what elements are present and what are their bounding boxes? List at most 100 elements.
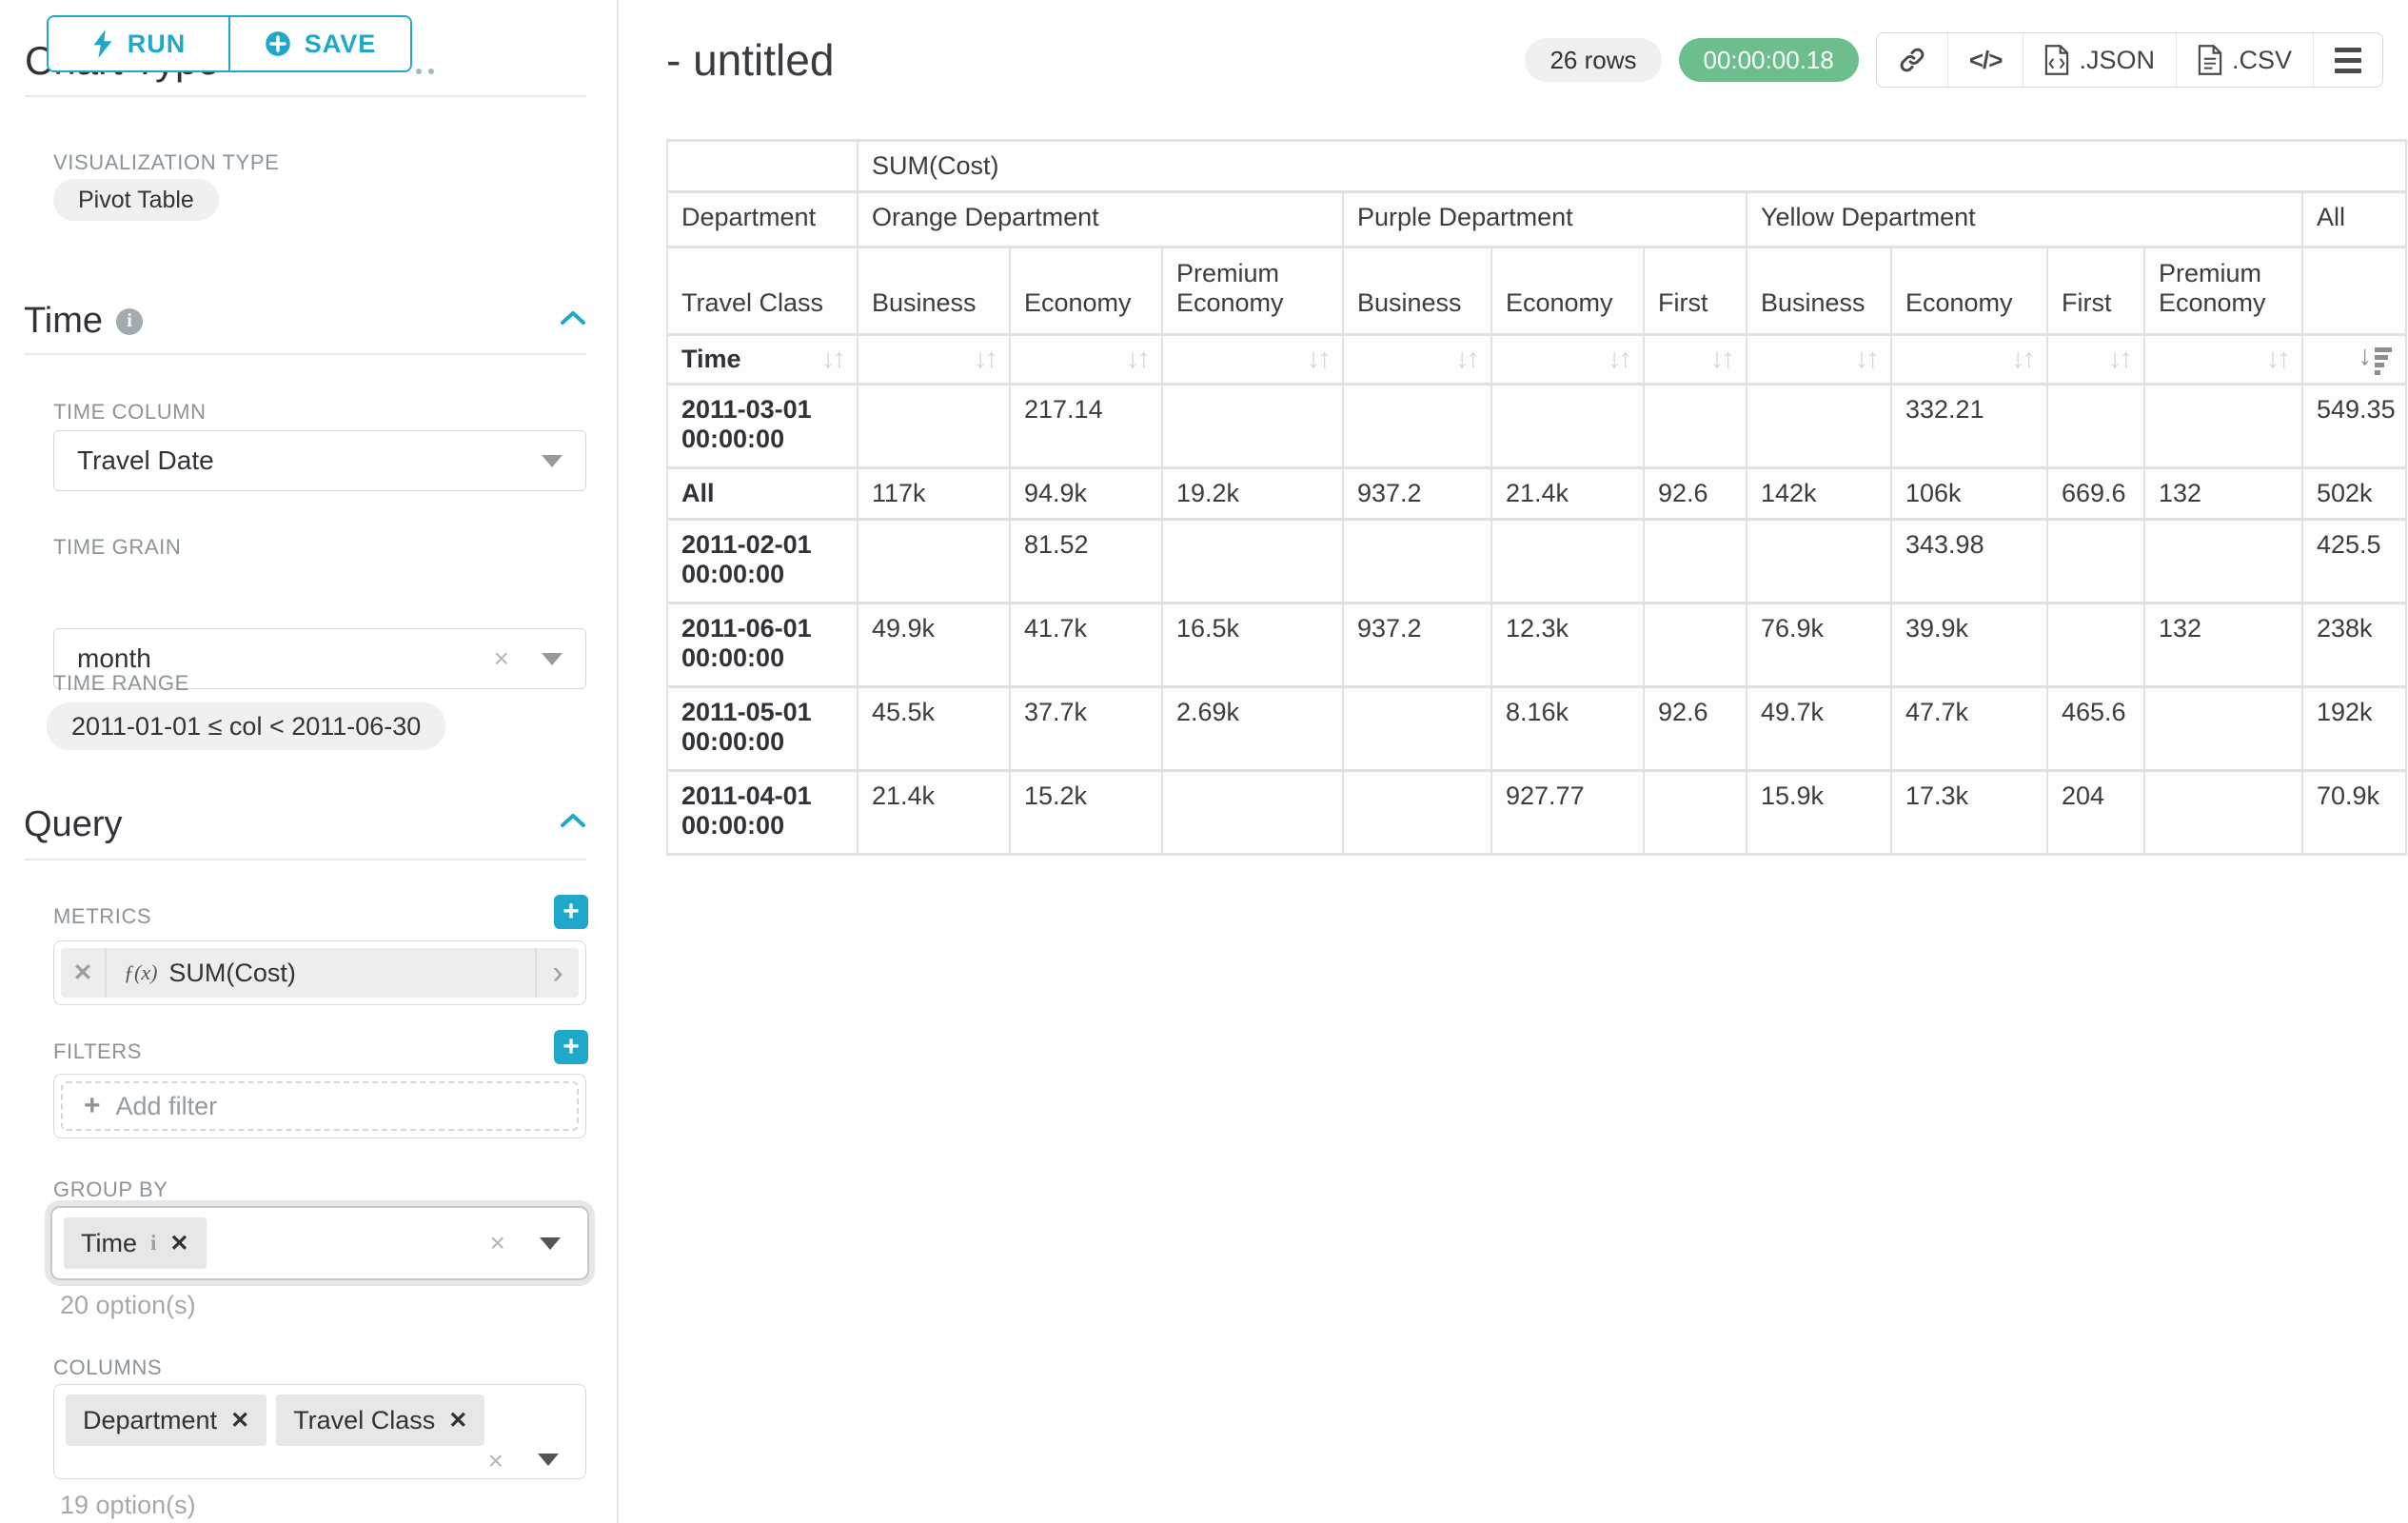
sort-icon[interactable]: ↓↑ <box>2108 344 2133 374</box>
metric-chip[interactable]: ✕ ƒ(x) SUM(Cost) › <box>61 948 579 998</box>
sort-header-cell[interactable]: ↓↑ <box>1009 333 1163 386</box>
sort-header-cell[interactable]: ↓↑ <box>1342 333 1492 386</box>
value-cell: 425.5 <box>2300 518 2408 604</box>
download-json-button[interactable]: .JSON <box>2023 33 2176 87</box>
clear-icon[interactable]: × <box>487 1446 503 1475</box>
columns-label: COLUMNS <box>53 1355 163 1379</box>
sort-icon[interactable]: ↓↑ <box>1126 344 1151 374</box>
caret-down-icon[interactable] <box>540 1236 561 1250</box>
time-grain-select[interactable]: month × <box>53 628 586 689</box>
run-button[interactable]: RUN <box>49 17 228 70</box>
value-cell <box>2143 383 2303 469</box>
sort-desc-icon[interactable]: ↓ <box>2359 342 2393 375</box>
save-button[interactable]: SAVE <box>228 17 410 70</box>
value-cell <box>1643 602 1747 688</box>
sort-icon[interactable]: ↓↑ <box>2011 344 2036 374</box>
sort-header-cell[interactable]: ↓↑ <box>2046 333 2145 386</box>
add-filter-plus-button[interactable]: + <box>554 1030 588 1064</box>
sort-icon[interactable]: ↓↑ <box>1307 344 1332 374</box>
remove-metric-icon[interactable]: ✕ <box>61 948 107 998</box>
sub-column-header: Economy <box>1009 246 1163 336</box>
time-section-header: Time i <box>24 301 144 342</box>
collapse-chevron-icon[interactable] <box>560 811 585 836</box>
value-cell <box>1342 383 1492 469</box>
value-cell: 238k <box>2300 602 2408 688</box>
table-row: All 117k 94.9k 19.2k 937.2 21.4k 92.6 142k 106k 6… <box>666 466 2408 521</box>
table-row: 2011-03-01 00:00:00 217.14 332.21 549.35 <box>666 383 2408 469</box>
value-cell: 502k <box>2300 466 2408 521</box>
columns-chip-travel-class[interactable]: Travel Class ✕ <box>276 1394 485 1446</box>
value-cell: 94.9k <box>1009 466 1163 521</box>
query-section-title: Query <box>24 804 123 844</box>
metric-expand-icon[interactable]: › <box>535 948 579 998</box>
sub-column-header: Business <box>1746 246 1892 336</box>
sort-header-cell[interactable]: ↓↑ <box>2143 333 2303 386</box>
chart-title[interactable]: - untitled <box>666 35 835 85</box>
sort-header-cell[interactable]: ↓↑ <box>857 333 1011 386</box>
sort-icon[interactable]: ↓↑ <box>2266 344 2291 374</box>
run-save-button-group: RUN SAVE <box>47 15 412 72</box>
value-cell: 17.3k <box>1890 769 2048 856</box>
chip-remove-icon[interactable]: ✕ <box>448 1407 468 1434</box>
value-cell: 49.9k <box>857 602 1011 688</box>
collapse-chevron-icon[interactable] <box>560 308 585 333</box>
sort-icon[interactable]: ↓↑ <box>1855 344 1880 374</box>
columns-select[interactable]: Department ✕ Travel Class ✕ × <box>53 1384 586 1479</box>
sort-icon[interactable]: ↓↑ <box>1608 344 1632 374</box>
group-by-chip-time[interactable]: Time i ✕ <box>64 1217 207 1269</box>
sort-icon[interactable]: ↓↑ <box>1710 344 1735 374</box>
sort-icon[interactable]: ↓↑ <box>821 344 846 374</box>
hamburger-icon <box>2335 47 2361 73</box>
sort-icon[interactable]: ↓↑ <box>974 344 998 374</box>
sort-header-cell[interactable]: ↓↑ <box>1746 333 1892 386</box>
sort-header-cell[interactable]: ↓ <box>2300 333 2408 386</box>
clear-icon[interactable]: × <box>493 643 509 673</box>
embed-code-button[interactable]: </> <box>1946 33 2023 87</box>
value-cell <box>1490 383 1645 469</box>
metrics-container: ✕ ƒ(x) SUM(Cost) › <box>53 940 586 1005</box>
value-cell: 19.2k <box>1161 466 1344 521</box>
caret-down-icon[interactable] <box>538 1454 559 1466</box>
viz-type-pill[interactable]: Pivot Table <box>53 179 219 221</box>
value-cell <box>1161 769 1344 856</box>
add-filter-box[interactable]: + Add filter <box>61 1081 579 1131</box>
value-cell <box>857 518 1011 604</box>
value-cell: 21.4k <box>1490 466 1645 521</box>
value-cell <box>1643 518 1747 604</box>
value-cell: 16.5k <box>1161 602 1344 688</box>
add-metric-button[interactable]: + <box>554 895 588 929</box>
csv-file-icon <box>2198 45 2222 75</box>
value-cell: 15.2k <box>1009 769 1163 856</box>
download-csv-button[interactable]: .CSV <box>2175 33 2313 87</box>
chip-remove-icon[interactable]: ✕ <box>230 1407 250 1434</box>
sort-header-cell[interactable]: ↓↑ <box>1490 333 1645 386</box>
columns-chip-department[interactable]: Department ✕ <box>66 1394 267 1446</box>
value-cell: 192k <box>2300 685 2408 772</box>
sort-header-time[interactable]: Time ↓↑ <box>666 333 859 386</box>
sort-icon[interactable]: ↓↑ <box>1455 344 1480 374</box>
info-icon[interactable]: i <box>116 307 144 335</box>
rows-badge: 26 rows <box>1525 38 1662 82</box>
time-section-title: Time <box>24 301 104 341</box>
chip-info-icon[interactable]: i <box>150 1231 157 1255</box>
value-cell: 12.3k <box>1490 602 1645 688</box>
value-cell <box>2143 769 2303 856</box>
metric-label: SUM(Cost) <box>168 958 296 987</box>
chip-remove-icon[interactable]: ✕ <box>169 1230 189 1256</box>
clear-icon[interactable]: × <box>489 1228 505 1257</box>
share-link-button[interactable] <box>1877 33 1947 87</box>
table-row: 2011-06-01 00:00:00 49.9k 41.7k 16.5k 937.2 1… <box>666 602 2408 688</box>
value-cell: 465.6 <box>2046 685 2145 772</box>
sort-header-cell[interactable]: ↓↑ <box>1643 333 1747 386</box>
sub-column-header: Business <box>857 246 1011 336</box>
time-column-select[interactable]: Travel Date <box>53 430 586 491</box>
col-dimension-label: Travel Class <box>666 246 859 336</box>
menu-button[interactable] <box>2313 33 2382 87</box>
metrics-label: METRICS <box>53 904 152 928</box>
sub-column-header: Economy <box>1890 246 2048 336</box>
sort-header-cell[interactable]: ↓↑ <box>1890 333 2048 386</box>
time-range-pill[interactable]: 2011-01-01 ≤ col < 2011-06-30 <box>47 702 446 750</box>
group-by-label: GROUP BY <box>53 1177 168 1201</box>
sort-header-cell[interactable]: ↓↑ <box>1161 333 1344 386</box>
group-by-select[interactable]: Time i ✕ × <box>50 1206 589 1280</box>
